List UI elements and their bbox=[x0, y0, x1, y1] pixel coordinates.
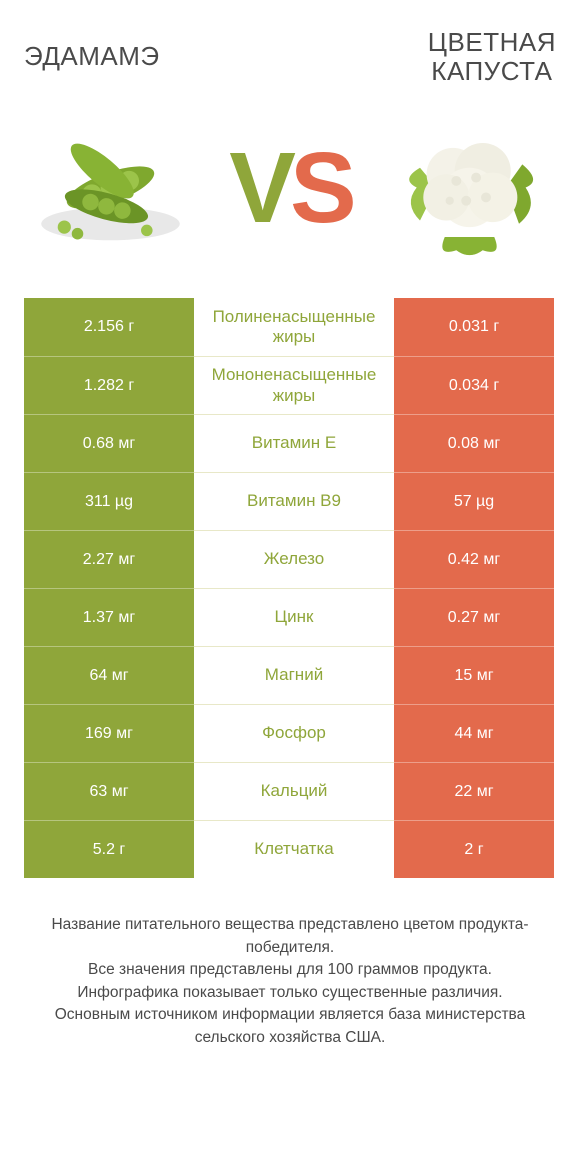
left-value: 2.156 г bbox=[24, 298, 194, 356]
right-value: 44 мг bbox=[394, 704, 554, 762]
footnote-line: Все значения представлены для 100 граммо… bbox=[32, 959, 548, 981]
footnote-line: Основным источником информации является … bbox=[32, 1004, 548, 1049]
table-row: 5.2 гКлетчатка2 г bbox=[24, 820, 556, 878]
nutrient-name: Фосфор bbox=[194, 704, 394, 762]
table-row: 0.68 мгВитамин E0.08 мг bbox=[24, 414, 556, 472]
title-row: ЭДАМАМЭ ЦВЕТНАЯ КАПУСТА bbox=[24, 28, 556, 85]
nutrient-name: Магний bbox=[194, 646, 394, 704]
left-value: 5.2 г bbox=[24, 820, 194, 878]
footnote-line: Инфографика показывает только существенн… bbox=[32, 982, 548, 1004]
left-value: 2.27 мг bbox=[24, 530, 194, 588]
left-value: 63 мг bbox=[24, 762, 194, 820]
right-product-title: ЦВЕТНАЯ КАПУСТА bbox=[428, 28, 556, 85]
left-value: 1.282 г bbox=[24, 356, 194, 414]
right-title-line2: КАПУСТА bbox=[428, 57, 556, 86]
nutrient-name: Клетчатка bbox=[194, 820, 394, 878]
nutrient-name: Витамин E bbox=[194, 414, 394, 472]
table-row: 2.27 мгЖелезо0.42 мг bbox=[24, 530, 556, 588]
left-value: 311 µg bbox=[24, 472, 194, 530]
table-row: 169 мгФосфор44 мг bbox=[24, 704, 556, 762]
left-value: 64 мг bbox=[24, 646, 194, 704]
nutrient-name: Мононенасыщенные жиры bbox=[194, 356, 394, 414]
left-value: 1.37 мг bbox=[24, 588, 194, 646]
right-title-line1: ЦВЕТНАЯ bbox=[428, 28, 556, 57]
table-row: 63 мгКальций22 мг bbox=[24, 762, 556, 820]
right-value: 0.031 г bbox=[394, 298, 554, 356]
infographic-container: ЭДАМАМЭ ЦВЕТНАЯ КАПУСТА bbox=[0, 0, 580, 1069]
right-value: 0.034 г bbox=[394, 356, 554, 414]
vs-s: S bbox=[290, 132, 351, 244]
right-value: 0.27 мг bbox=[394, 588, 554, 646]
right-value: 22 мг bbox=[394, 762, 554, 820]
table-row: 311 µgВитамин B957 µg bbox=[24, 472, 556, 530]
nutrient-name: Кальций bbox=[194, 762, 394, 820]
left-value: 0.68 мг bbox=[24, 414, 194, 472]
table-row: 1.37 мгЦинк0.27 мг bbox=[24, 588, 556, 646]
table-row: 1.282 гМононенасыщенные жиры0.034 г bbox=[24, 356, 556, 414]
vs-label: VS bbox=[229, 138, 350, 238]
table-row: 64 мгМагний15 мг bbox=[24, 646, 556, 704]
cauliflower-icon bbox=[387, 105, 552, 270]
nutrient-name: Полиненасыщенные жиры bbox=[194, 298, 394, 356]
vs-v: V bbox=[229, 132, 290, 244]
left-product-title: ЭДАМАМЭ bbox=[24, 41, 160, 72]
table-row: 2.156 гПолиненасыщенные жиры0.031 г bbox=[24, 298, 556, 356]
nutrient-name: Витамин B9 bbox=[194, 472, 394, 530]
right-value: 2 г bbox=[394, 820, 554, 878]
nutrient-name: Цинк bbox=[194, 588, 394, 646]
right-value: 15 мг bbox=[394, 646, 554, 704]
image-row: VS bbox=[24, 105, 556, 270]
right-value: 57 µg bbox=[394, 472, 554, 530]
edamame-icon bbox=[28, 105, 193, 270]
footnote-line: Название питательного вещества представл… bbox=[32, 914, 548, 959]
nutrient-name: Железо bbox=[194, 530, 394, 588]
comparison-table: 2.156 гПолиненасыщенные жиры0.031 г1.282… bbox=[24, 298, 556, 878]
footnote: Название питательного вещества представл… bbox=[24, 914, 556, 1049]
right-value: 0.42 мг bbox=[394, 530, 554, 588]
left-value: 169 мг bbox=[24, 704, 194, 762]
right-value: 0.08 мг bbox=[394, 414, 554, 472]
